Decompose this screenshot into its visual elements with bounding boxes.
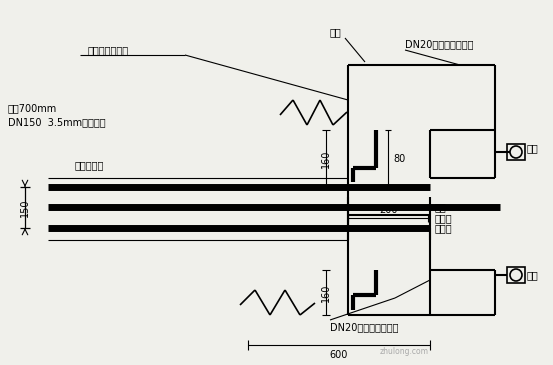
Text: 80: 80 xyxy=(393,154,405,164)
Bar xyxy=(507,144,525,160)
Text: 孔口板: 孔口板 xyxy=(435,223,452,233)
Text: 长度700mm: 长度700mm xyxy=(8,103,58,113)
Text: DN20镀锌钢管注浆管: DN20镀锌钢管注浆管 xyxy=(330,322,399,332)
Text: 阀门: 阀门 xyxy=(527,143,539,153)
Circle shape xyxy=(510,269,522,281)
Text: 奇头: 奇头 xyxy=(330,27,342,37)
Text: 阀门: 阀门 xyxy=(527,270,539,280)
Text: zhulong.com: zhulong.com xyxy=(380,347,429,357)
Text: 150: 150 xyxy=(20,198,30,217)
Text: 锚垫板: 锚垫板 xyxy=(435,213,452,223)
Text: 肋架与立柱交点: 肋架与立柱交点 xyxy=(88,45,129,55)
Text: 200: 200 xyxy=(379,205,397,215)
Bar xyxy=(507,267,525,283)
Circle shape xyxy=(510,146,522,158)
Text: 600: 600 xyxy=(330,350,348,360)
Text: 锚具: 锚具 xyxy=(435,202,447,212)
Text: DN150  3.5mm厚钢套管: DN150 3.5mm厚钢套管 xyxy=(8,117,106,127)
Text: 160: 160 xyxy=(321,283,331,302)
Text: 160: 160 xyxy=(321,149,331,168)
Text: DN20镀锌钢管导气管: DN20镀锌钢管导气管 xyxy=(405,39,473,49)
Text: 锚索自由段: 锚索自由段 xyxy=(75,160,105,170)
